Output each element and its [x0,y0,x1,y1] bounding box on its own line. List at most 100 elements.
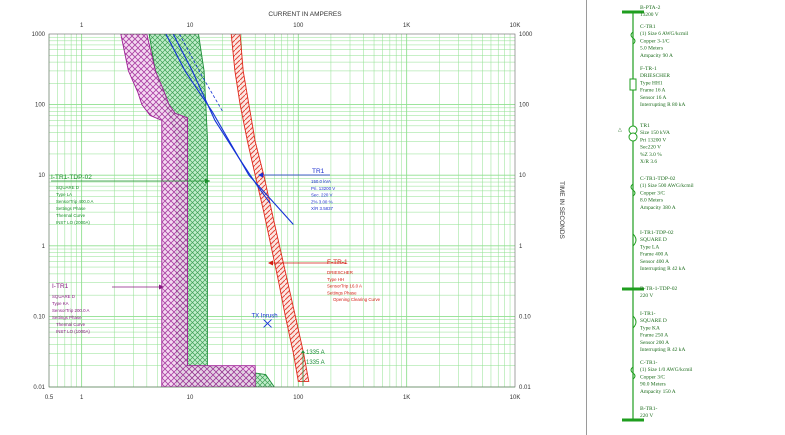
annot-detail-i-tr1: Settings Phase [52,315,82,320]
annot-detail-f-tr-1: DRIESCHER [327,270,353,275]
annot-arrow-tr1 [258,172,263,178]
one-line-item-detail: Ampacity 90 A [640,53,673,59]
x-top-tick-label: 100 [293,23,304,29]
one-line-item-detail: Interrupting R 42 kA [640,266,685,272]
annot-detail-tr1: 150.0 kVA [311,179,331,184]
annot-detail-tr1: Z% 3.00 % [311,199,333,204]
one-line-item-detail: 220 V [640,413,653,419]
y-left-tick-label: 100 [35,103,46,109]
annot-detail-i-tr1-tdp-02: Thermal Curve [56,213,86,218]
annot-arrow-f-tr-1 [268,260,273,266]
annot-label-i-tr1: I-TR1 [52,283,69,290]
one-line-item-detail: Sec220 V [640,145,661,151]
annot-detail-tr1: Sec. 220 V [311,193,333,198]
chart-grid [48,34,515,388]
x-top-tick-label: 1K [403,23,410,29]
transformer-damage-curve-lower [172,34,271,204]
one-line-item-title: F-TR-1 [640,66,657,72]
one-line-item-detail: Frame 400 A [640,252,668,258]
one-line-item-detail: 220 V [640,293,653,299]
one-line-item-detail: Interrupting R 42 kA [640,347,685,353]
x-bottom-tick-label: 10K [510,395,521,401]
annot-detail-i-tr1-tdp-02: INST LO (2000A) [56,220,90,225]
one-line-item-detail: Interrupting R 80 kA [640,102,685,108]
one-line-item-detail: DRIESCHER [640,73,670,79]
one-line-item-title: TR1 [640,123,650,129]
fuse-curve-f-tr-1 [230,34,310,382]
breaker-symbol-i-tr1-tdp-02 [632,233,637,247]
one-line-item-title: C-TR1 [640,24,656,30]
one-line-item-detail: SQUARE D [640,237,667,243]
one-line-item-detail: SQUARE D [640,318,667,324]
one-line-item-detail: Pri 13200 V [640,137,666,143]
curves-layer [120,34,310,387]
one-line-item-title: B-PTA-2 [640,5,661,11]
y-left-tick-label: 0.01 [33,385,45,391]
one-line-item-detail: Frame 16 A [640,88,666,94]
y-right-tick-label: 1 [519,244,523,250]
y-left-tick-label: 1 [42,244,46,250]
axis-ticks: 1 10 100 1K 10K 0.5 1 10 100 1K 10K 1000 100 10 1 0.10 0… [32,23,533,401]
y-left-tick-label: 1000 [32,32,46,38]
annot-label-1335a-top: 1335 A [306,350,325,356]
one-line-item-detail: (1) Size 6 AWG/kcmil [640,30,689,37]
chart-title: CURRENT IN AMPERES [268,11,342,18]
y-left-tick-label: 0.10 [33,314,45,320]
breaker-curve-i-tr1 [120,34,256,387]
x-bottom-tick-label: 0.5 [45,395,54,401]
annotations-layer: I-TR1-TDP-02 SQUARE D Type LA SensorTrip 40… [51,168,381,386]
annot-detail-f-tr-1: Opening Clearing Curve [333,297,381,302]
one-line-item-title: B-TR-1-TDP-02 [640,286,677,292]
y-right-tick-label: 100 [519,103,530,109]
annot-label-tr1: TR1 [312,168,325,175]
one-line-item-title: C-TR1-TDP-02 [640,176,676,182]
breaker-symbol-i-tr1 [632,315,637,329]
fuse-symbol [629,78,637,91]
one-line-item-detail: Sensor 400 A [640,259,669,265]
one-line-item-title: I-TR1- [640,311,656,317]
one-line-item-detail: 13200 V [640,12,659,18]
annot-detail-i-tr1-tdp-02: Settings Phase [56,206,86,211]
one-line-item-detail: Type HH1 [640,80,663,86]
annot-label-tx-inrush: TX Inrush [252,313,278,319]
annot-label-f-tr-1: F-TR-1 [327,259,348,266]
annot-detail-i-tr1: SensorTrip 200.0 A [52,308,89,313]
one-line-item-detail: Ampacity 150 A [640,389,676,395]
cable-symbol [630,366,636,380]
one-line-item-detail: (1) Size 1/0 AWG/kcmil [640,366,693,373]
one-line-item-detail: Size 150 kVA [640,130,670,136]
x-bottom-tick-label: 1 [80,395,84,401]
x-bottom-tick-label: 1K [403,395,410,401]
transformer-delta-label: △ [618,127,622,133]
y-right-tick-label: 0.01 [519,385,531,391]
one-line-item-detail: 5.0 Meters [640,46,663,52]
transformer-winding-secondary [628,132,638,142]
annot-detail-f-tr-1: Settings Phase [327,290,357,295]
one-line-item-detail: Sensor 16 A [640,95,666,101]
annot-detail-i-tr1: SQUARE D [52,294,75,299]
one-line-item-detail: Type LA [640,244,659,250]
annot-detail-i-tr1: Type KA [52,301,69,306]
one-line-item-detail: Copper 3/C [640,374,665,380]
annot-detail-f-tr-1: SensorTrip 16.0 A [327,284,362,289]
one-line-item-detail: (1) Size 500 AWG/kcmil [640,182,694,189]
one-line-item-detail: Ampacity 380 A [640,205,676,211]
x-top-tick-label: 10 [187,23,194,29]
y-axis-title: TIME IN SECONDS [558,181,565,239]
annot-detail-tr1: X/R 3.5837 [311,206,334,211]
tx-inrush-point [263,319,272,328]
one-line-item-detail: 8.0 Meters [640,198,663,204]
one-line-item-detail: Frame 250 A [640,333,668,339]
one-line-item-detail: Sensor 200 A [640,340,669,346]
annot-label-i-tr1-tdp-02: I-TR1-TDP-02 [51,174,92,181]
one-line-item-title: C-TR1- [640,360,658,366]
transformer-damage-curve-upper [165,34,294,225]
annot-detail-i-tr1: INST LO (1000A) [56,329,90,334]
annot-arrow-i-tr1 [159,284,164,290]
one-line-item-title: B-TR1- [640,406,658,412]
x-bottom-tick-label: 10 [187,395,194,401]
y-right-tick-label: 10 [519,173,526,179]
x-top-tick-label: 10K [510,23,521,29]
one-line-item-title: I-TR1-TDP-02 [640,230,674,236]
